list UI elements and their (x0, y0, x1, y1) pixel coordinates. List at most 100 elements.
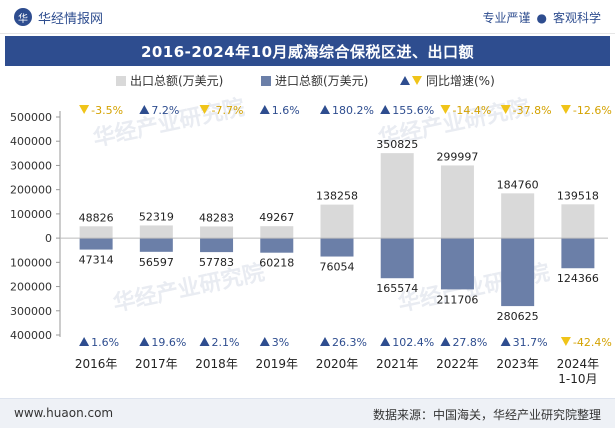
export-value-label: 184760 (497, 178, 539, 191)
tagline-separator: ● (536, 11, 547, 25)
y-tick-label: 500000 (10, 111, 52, 124)
tagline: 专业严谨 ● 客观科学 (482, 9, 601, 26)
footer-url[interactable]: www.huaon.com (14, 406, 114, 420)
import-growth-up-triangle-icon (380, 337, 391, 346)
tagline-right: 客观科学 (552, 11, 601, 25)
y-tick-label: 300000 (10, 159, 52, 172)
export-value-label: 299997 (436, 150, 478, 163)
x-category-line: 2021年 (376, 357, 419, 371)
legend-down-triangle-icon (412, 76, 422, 85)
import-value-label: 57783 (199, 256, 234, 269)
import-bar (501, 238, 535, 307)
export-value-label: 139518 (557, 189, 599, 202)
export-growth-label: -14.4% (452, 104, 491, 117)
top-bar: 华 华经情报网 专业严谨 ● 客观科学 (0, 0, 615, 34)
legend-export-label: 出口总额(万美元) (130, 74, 223, 88)
export-value-label: 52319 (139, 210, 174, 223)
legend-export-swatch (116, 76, 126, 86)
x-category-line: 1-10月 (558, 372, 597, 386)
export-growth-down-triangle-icon (560, 105, 571, 114)
brand[interactable]: 华 华经情报网 (14, 6, 103, 28)
export-growth-label: -37.8% (513, 104, 552, 117)
import-value-label: 60218 (259, 257, 294, 270)
export-value-label: 138258 (316, 190, 358, 203)
legend-growth-label: 同比增速(%) (426, 74, 495, 88)
export-growth-label: 7.2% (151, 104, 179, 117)
import-bar (260, 238, 294, 253)
import-growth-up-triangle-icon (440, 337, 451, 346)
tagline-left: 专业严谨 (482, 11, 531, 25)
legend-import-label: 进口总额(万美元) (275, 74, 368, 88)
import-bar (200, 238, 234, 253)
export-bar (501, 193, 535, 239)
x-category-line: 2020年 (316, 357, 359, 371)
export-growth-label: 1.6% (272, 104, 300, 117)
import-growth-up-triangle-icon (320, 337, 330, 346)
footer-source: 数据来源：中国海关，华经产业研究院整理 (372, 408, 601, 422)
import-growth-label: 1.6% (91, 336, 119, 349)
x-category-label: 2016年 (75, 357, 118, 371)
import-growth-label: 19.6% (151, 336, 186, 349)
export-growth-up-triangle-icon (139, 105, 150, 114)
import-value-label: 165574 (376, 282, 418, 295)
export-bar (79, 226, 113, 239)
import-growth-label: 3% (272, 336, 289, 349)
export-value-label: 48283 (199, 211, 234, 224)
import-growth-up-triangle-icon (199, 337, 210, 346)
x-category-line: 2017年 (135, 357, 178, 371)
import-bar (139, 238, 173, 252)
import-growth-label: 31.7% (513, 336, 548, 349)
import-value-label: 280625 (497, 310, 539, 323)
export-bar (139, 225, 173, 239)
export-bar (260, 226, 294, 239)
x-category-label: 2024年 1-10月 (557, 357, 600, 386)
import-bar (440, 238, 474, 290)
footer: www.huaon.com 数据来源：中国海关，华经产业研究院整理 (0, 398, 615, 428)
export-growth-up-triangle-icon (320, 105, 330, 114)
y-tick-label: 200000 (10, 281, 52, 294)
x-category-line: 2022年 (436, 357, 479, 371)
x-category-line: 2018年 (195, 357, 238, 371)
import-growth-label: 102.4% (392, 336, 434, 349)
huajing-logo-icon: 华 (14, 8, 32, 26)
import-value-label: 211706 (436, 293, 478, 306)
x-category-label: 2021年 (376, 357, 419, 371)
export-growth-label: 155.6% (392, 104, 434, 117)
y-tick-label: 400000 (10, 329, 52, 342)
import-growth-down-triangle-icon (560, 337, 571, 346)
x-category-label: 2018年 (195, 357, 238, 371)
y-tick-label: 100000 (10, 208, 52, 221)
import-bar (380, 238, 414, 279)
x-category-line: 2019年 (256, 357, 299, 371)
legend-import-swatch (261, 76, 271, 86)
export-growth-label: -7.7% (212, 104, 244, 117)
export-value-label: 350825 (376, 138, 418, 151)
x-category-line: 2016年 (75, 357, 118, 371)
export-value-label: 48826 (79, 211, 114, 224)
y-tick-label: 300000 (10, 305, 52, 318)
export-growth-down-triangle-icon (199, 105, 210, 114)
import-bar (320, 238, 354, 257)
export-growth-up-triangle-icon (259, 105, 270, 114)
import-value-label: 47314 (79, 254, 114, 267)
import-growth-up-triangle-icon (79, 337, 90, 346)
export-growth-up-triangle-icon (380, 105, 391, 114)
export-bar (380, 153, 414, 239)
import-bar (79, 238, 113, 250)
export-growth-down-triangle-icon (440, 105, 451, 114)
import-growth-label: -42.4% (573, 336, 612, 349)
x-category-label: 2019年 (256, 357, 299, 371)
x-category-line: 2024年 (557, 357, 600, 371)
chart-title: 2016-2024年10月威海综合保税区进、出口额 (5, 36, 610, 66)
import-value-label: 124366 (557, 272, 599, 285)
import-bar (561, 238, 595, 269)
export-growth-label: -12.6% (573, 104, 612, 117)
export-value-label: 49267 (259, 211, 294, 224)
import-growth-up-triangle-icon (259, 337, 270, 346)
watermark-text-3: 华经产业研究院 (111, 259, 267, 316)
y-tick-label: 100000 (10, 256, 52, 269)
export-bar (561, 204, 595, 239)
import-growth-up-triangle-icon (500, 337, 511, 346)
legend-up-triangle-icon (400, 76, 410, 85)
site-name: 华经情报网 (38, 11, 104, 27)
